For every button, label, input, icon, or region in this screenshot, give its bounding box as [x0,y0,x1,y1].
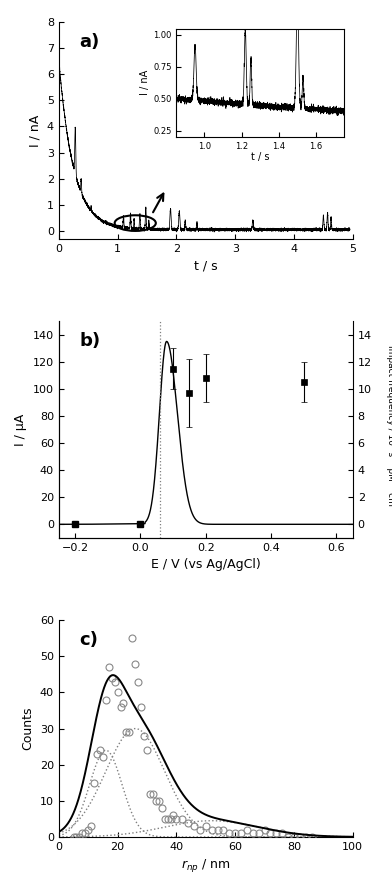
Y-axis label: Counts: Counts [21,707,34,751]
Text: c): c) [79,631,98,649]
Text: b): b) [79,332,100,350]
Text: a): a) [79,33,100,51]
Y-axis label: Impact frequency / 10⁵ s⁻¹ pM⁻¹ cm⁻²: Impact frequency / 10⁵ s⁻¹ pM⁻¹ cm⁻² [386,344,392,515]
X-axis label: E / V (vs Ag/AgCl): E / V (vs Ag/AgCl) [151,559,261,571]
X-axis label: t / s: t / s [194,259,218,272]
X-axis label: $r_{np}$ / nm: $r_{np}$ / nm [181,857,230,874]
Y-axis label: I / nA: I / nA [28,115,41,146]
Y-axis label: I / μA: I / μA [14,413,27,446]
